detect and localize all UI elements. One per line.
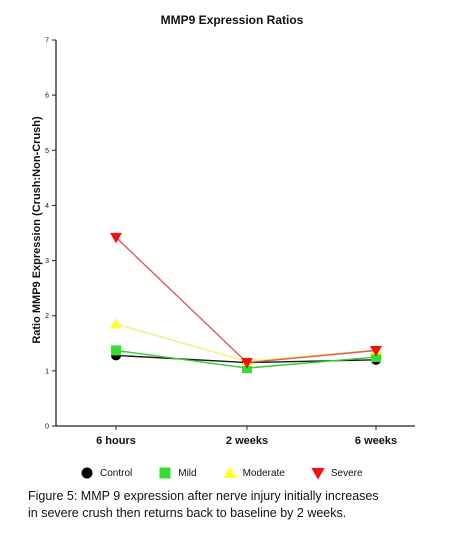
series-line-severe [115,236,377,364]
data-point-moderate [110,317,122,329]
x-tick-label: 2 weeks [226,435,268,447]
legend-marker-shape-severe [311,468,325,480]
legend-marker-shape-control [81,467,93,479]
legend-label: Severe [330,467,363,479]
legend-marker-mild [159,467,171,479]
data-point-mild [371,352,381,363]
legend-marker-moderate [222,466,237,478]
legend-item-severe: Severe [311,466,363,480]
data-point-mild [111,345,121,356]
y-tick-label: 7 [45,38,49,45]
y-tick-label: 0 [45,424,49,431]
y-tick-label: 3 [45,258,49,265]
legend-marker-shape-moderate [222,466,237,478]
legend-marker-severe [311,468,325,480]
caption-line-2: in severe crush then returns back to bas… [28,506,347,520]
y-tick-label: 4 [45,203,49,210]
chart: MMP9 Expression Ratios Ratio MMP9 Expres… [31,13,415,447]
y-tick-label: 2 [45,313,49,320]
legend-item-moderate: Moderate [222,466,285,480]
legend-marker-shape-mild [159,467,171,479]
legend-label: Mild [178,467,197,479]
y-axis-label: Ratio MMP9 Expression (Crush:Non-Crush) [31,116,43,344]
series-layer [110,232,382,374]
chart-title: MMP9 Expression Ratios [161,13,304,27]
y-tick-label: 1 [45,368,49,375]
legend-item-control: Control [80,466,132,480]
y-tick-label: 6 [45,93,49,100]
legend: Control Mild Moderate Severe [80,464,440,482]
data-point-severe [241,358,253,369]
legend-item-mild: Mild [158,466,197,480]
x-tick-label: 6 weeks [355,435,397,447]
legend-marker-control [81,467,93,479]
x-tick-label: 6 hours [96,435,136,447]
figure-caption: Figure 5: MMP 9 expression after nerve i… [28,488,458,522]
data-point-severe [110,232,122,244]
legend-label: Moderate [242,467,285,479]
axes: 0 1 2 3 4 5 6 7 6 hours 2 weeks 6 weeks [45,38,415,447]
data-point-severe [370,345,382,357]
y-tick-label: 5 [45,148,49,155]
legend-label: Control [100,467,133,479]
caption-line-1: Figure 5: MMP 9 expression after nerve i… [28,489,379,503]
